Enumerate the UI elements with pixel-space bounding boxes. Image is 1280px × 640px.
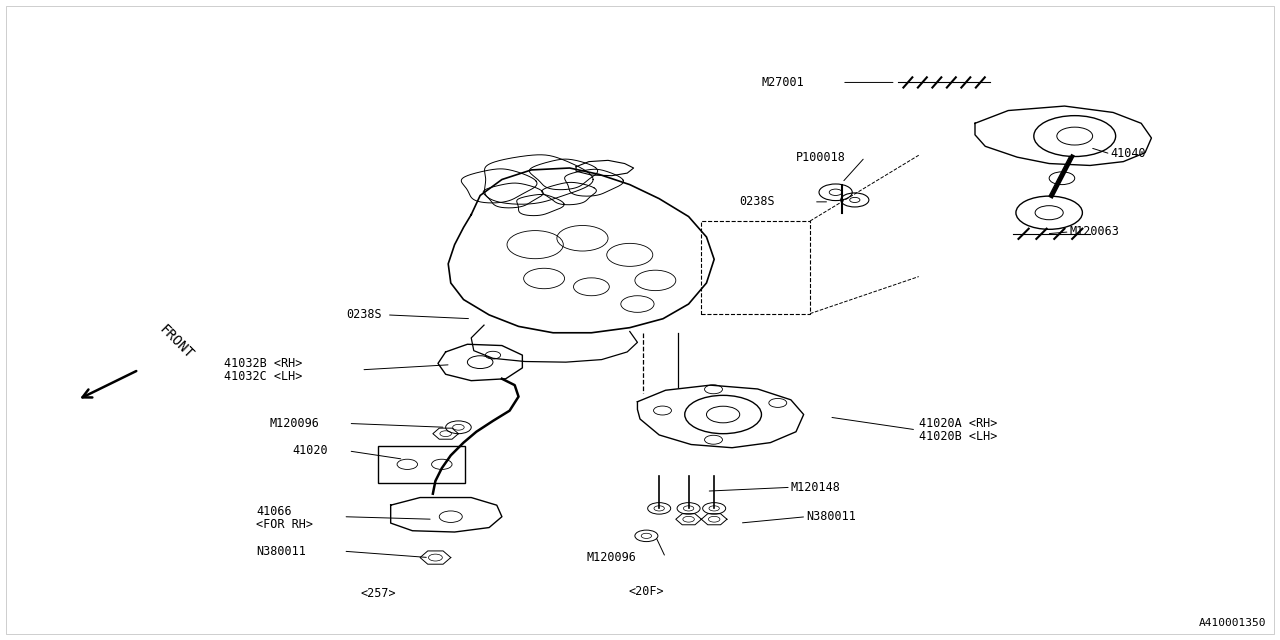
- Text: M120096: M120096: [586, 551, 636, 564]
- Bar: [701, 221, 810, 314]
- Text: A410001350: A410001350: [1199, 618, 1266, 628]
- Text: <FOR RH>: <FOR RH>: [256, 518, 314, 531]
- Text: N380011: N380011: [256, 545, 306, 557]
- Text: 41040: 41040: [1111, 147, 1146, 161]
- Text: M120096: M120096: [269, 417, 319, 430]
- Text: 41020: 41020: [292, 444, 328, 458]
- Text: 41020B <LH>: 41020B <LH>: [919, 429, 997, 443]
- Text: 41032C <LH>: 41032C <LH>: [224, 370, 303, 383]
- Text: 41020A <RH>: 41020A <RH>: [919, 417, 997, 430]
- Text: M120148: M120148: [791, 481, 841, 494]
- Text: FRONT: FRONT: [156, 322, 196, 362]
- Text: 41032B <RH>: 41032B <RH>: [224, 357, 303, 370]
- Text: <20F>: <20F>: [628, 585, 664, 598]
- Bar: [378, 446, 465, 483]
- Text: P100018: P100018: [796, 150, 846, 164]
- Text: 41066: 41066: [256, 505, 292, 518]
- Text: M120063: M120063: [1070, 225, 1120, 238]
- Text: M27001: M27001: [762, 76, 804, 89]
- Text: N380011: N380011: [806, 510, 856, 523]
- Text: 0238S: 0238S: [740, 195, 776, 209]
- Text: <257>: <257>: [360, 587, 396, 600]
- Text: 0238S: 0238S: [346, 308, 381, 321]
